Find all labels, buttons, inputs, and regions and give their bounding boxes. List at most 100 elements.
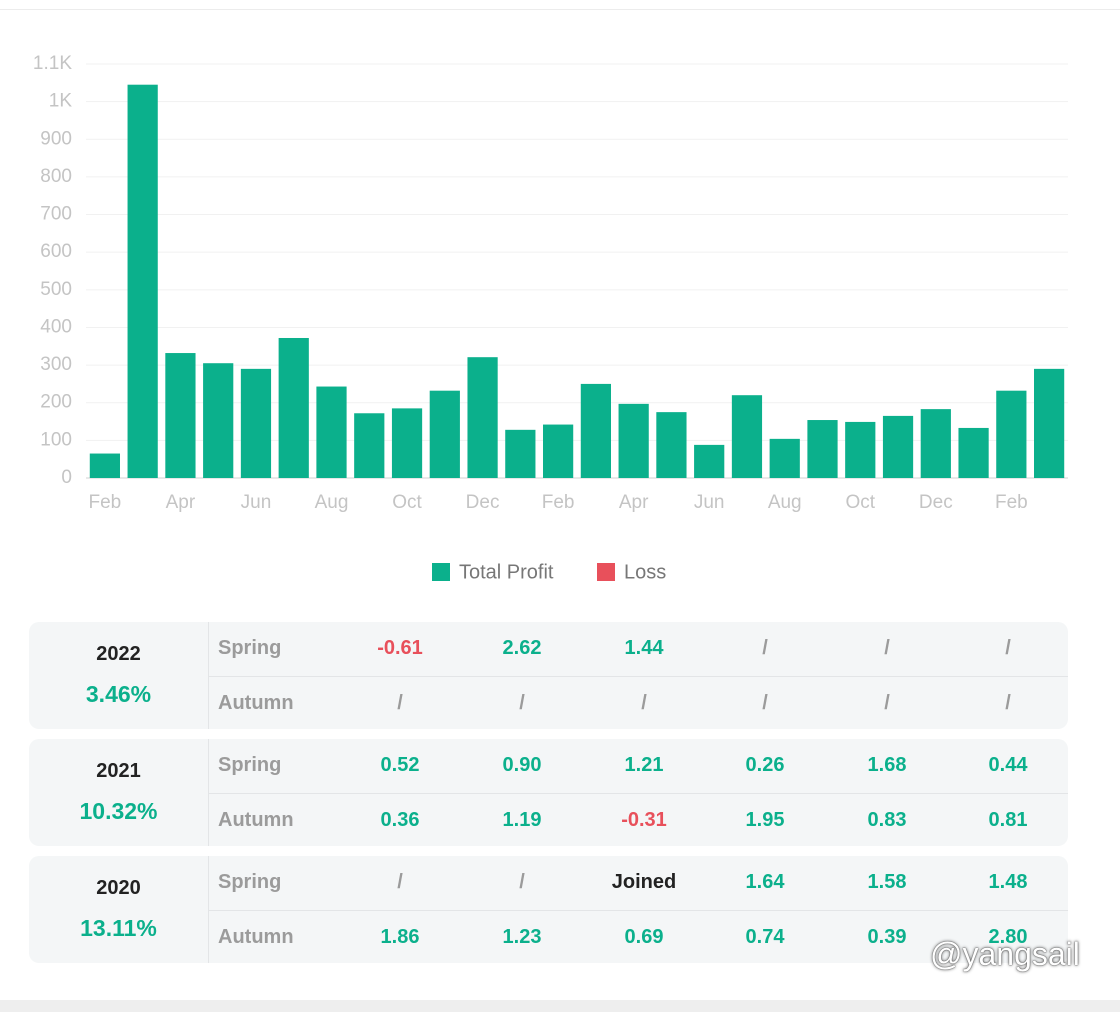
- bar: [769, 438, 800, 478]
- season-value: 1.95: [745, 809, 785, 831]
- year-total: 13.11%: [80, 915, 157, 941]
- year-total: 3.46%: [85, 681, 152, 707]
- legend-swatch: [432, 563, 450, 581]
- y-tick-label: 400: [40, 316, 72, 337]
- season-value: /: [641, 692, 647, 714]
- season-row: Spring 0.52 0.90 1.21 0.26 1.68 0.44: [209, 739, 1068, 792]
- divider: [0, 9, 1120, 10]
- y-tick-label: 1.1K: [33, 53, 72, 74]
- year-block: 2021 10.32% Spring 0.52 0.90 1.21 0.26 1.68 0.44…: [29, 739, 1068, 846]
- season-value: /: [884, 637, 890, 659]
- season-row: Autumn / / / / / /: [209, 676, 1068, 730]
- year-block: 2020 13.11% Spring / / Joined 1.64 1.58 1.48 Autu…: [29, 856, 1068, 963]
- bar: [807, 420, 838, 478]
- season-value: 1.86: [380, 926, 420, 948]
- bar: [316, 386, 347, 478]
- season-name: Autumn: [218, 926, 294, 948]
- season-value: 1.23: [502, 926, 542, 948]
- season-value: 0.81: [988, 809, 1028, 831]
- y-tick-label: 300: [40, 354, 72, 375]
- bar: [958, 427, 989, 478]
- season-value: 2.80: [988, 926, 1028, 948]
- legend-label: Total Profit: [459, 561, 554, 583]
- season-value: /: [1005, 637, 1011, 659]
- y-tick-label: 900: [40, 128, 72, 149]
- season-value: /: [762, 692, 768, 714]
- bar: [1034, 368, 1065, 478]
- legend-swatch: [597, 563, 615, 581]
- season-value: /: [762, 637, 768, 659]
- x-tick-label: Aug: [315, 492, 349, 513]
- season-value: 0.83: [867, 809, 907, 831]
- season-name: Autumn: [218, 809, 294, 831]
- x-tick-label: Apr: [619, 492, 649, 513]
- season-value: 0.36: [380, 809, 420, 831]
- y-tick-label: 1K: [49, 91, 73, 112]
- x-tick-label: Oct: [392, 492, 422, 513]
- y-tick-label: 100: [40, 429, 72, 450]
- bar: [845, 421, 876, 478]
- y-tick-label: 800: [40, 166, 72, 187]
- x-tick-label: Dec: [466, 492, 500, 513]
- season-value: 1.68: [867, 754, 907, 776]
- season-name: Spring: [218, 754, 282, 776]
- season-value: 0.90: [502, 754, 542, 776]
- season-row: Spring / / Joined 1.64 1.58 1.48: [209, 856, 1068, 909]
- season-value: /: [884, 692, 890, 714]
- bar: [505, 429, 536, 478]
- year: 2020: [96, 877, 141, 899]
- season-value: 0.69: [624, 926, 664, 948]
- season-value: 1.64: [745, 871, 785, 893]
- season-value: /: [519, 871, 525, 893]
- season-value: /: [519, 692, 525, 714]
- season-value: 0.39: [867, 926, 907, 948]
- season-name: Spring: [218, 637, 282, 659]
- season-row: Autumn 0.36 1.19 -0.31 1.95 0.83 0.81: [209, 793, 1068, 847]
- season-value: 0.74: [745, 926, 785, 948]
- bar: [89, 453, 120, 478]
- x-tick-label: Apr: [166, 492, 196, 513]
- year-total: 10.32%: [79, 798, 158, 824]
- season-value: 1.44: [624, 637, 664, 659]
- bar: [429, 390, 460, 478]
- year: 2021: [96, 760, 141, 782]
- year-block: 2022 3.46% Spring -0.61 2.62 1.44 / / / Autumn / / /…: [29, 622, 1068, 729]
- bar: [920, 409, 951, 478]
- season-value: 2.62: [502, 637, 542, 659]
- y-tick-label: 600: [40, 241, 72, 262]
- bar: [731, 395, 763, 478]
- season-name: Autumn: [218, 692, 294, 714]
- bar: [127, 84, 158, 478]
- chart: 0 100 200 300 400 500 600 700 800 900 1K 1.1K Feb Apr…: [33, 53, 1068, 583]
- year-cell: 2022 3.46%: [29, 622, 209, 729]
- x-tick-label: Aug: [768, 492, 802, 513]
- season-row: Spring -0.61 2.62 1.44 / / /: [209, 622, 1068, 675]
- season-value: /: [397, 871, 403, 893]
- season-value: 0.44: [988, 754, 1028, 776]
- bar: [467, 357, 498, 478]
- season-value: 1.48: [988, 871, 1028, 893]
- legend-label: Loss: [624, 561, 666, 583]
- year-cell: 2020 13.11%: [29, 856, 209, 963]
- season-value: -0.61: [377, 637, 423, 659]
- x-tick-label: Oct: [845, 492, 875, 513]
- season-value: Joined: [611, 871, 677, 893]
- bar: [694, 444, 725, 478]
- bar: [165, 353, 196, 478]
- bar: [278, 337, 309, 478]
- season-value: /: [397, 692, 403, 714]
- x-tick-label: Jun: [694, 492, 725, 513]
- y-tick-label: 500: [40, 279, 72, 300]
- bar: [543, 424, 574, 478]
- bar: [996, 390, 1027, 478]
- bar: [203, 363, 234, 478]
- season-value: 1.21: [624, 754, 664, 776]
- footer-bar: [0, 1000, 1120, 1012]
- bar: [580, 383, 611, 478]
- year: 2022: [96, 643, 141, 665]
- x-tick-label: Jun: [241, 492, 272, 513]
- x-tick-label: Feb: [542, 492, 575, 513]
- bar: [618, 403, 649, 478]
- bar: [354, 413, 385, 478]
